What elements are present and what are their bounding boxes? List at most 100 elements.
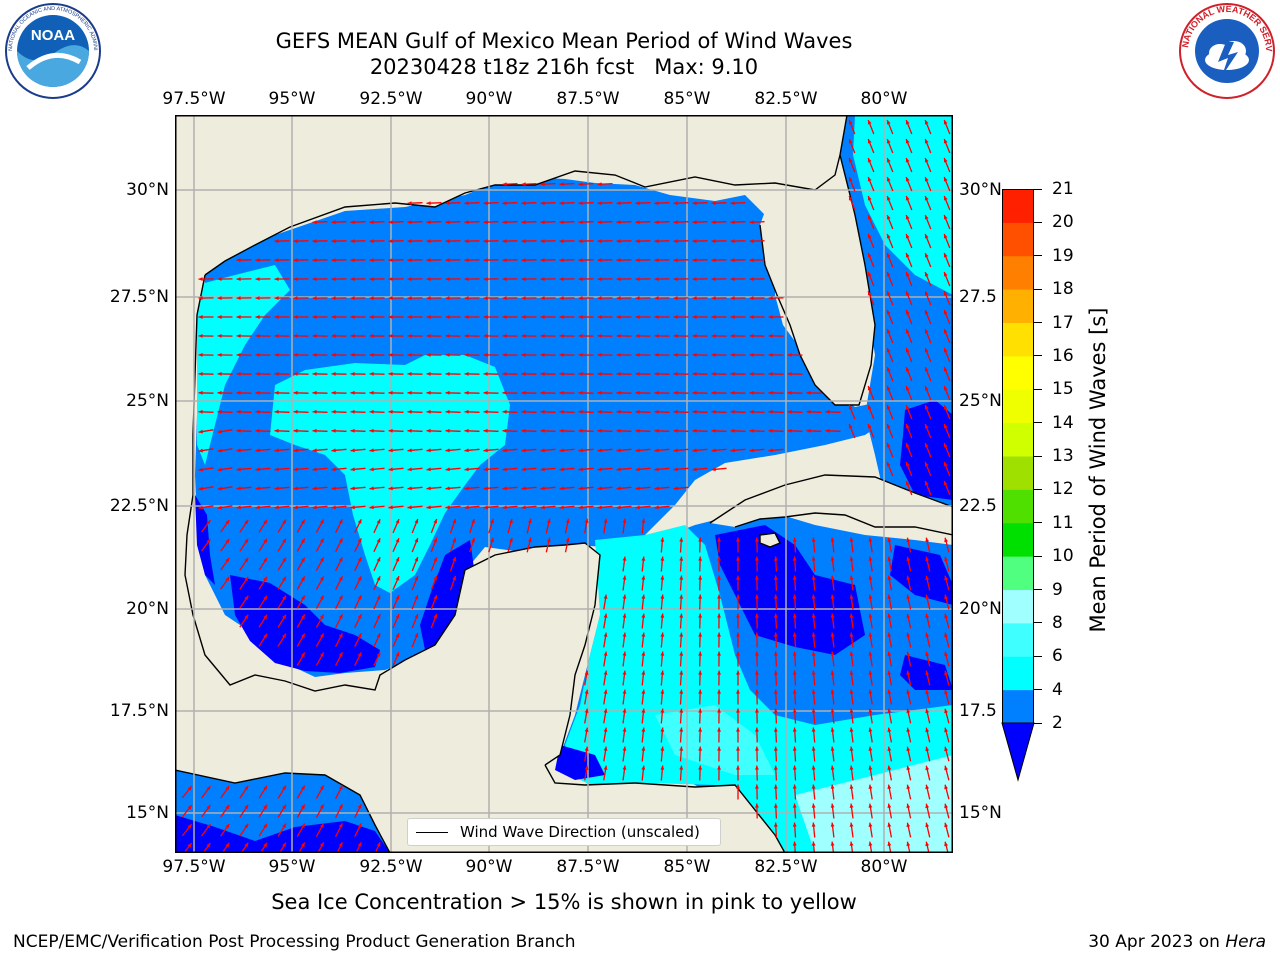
wave-arrow: [239, 519, 249, 533]
wave-arrow: [692, 390, 708, 395]
wave-arrow: [578, 353, 594, 357]
wave-arrow: [830, 841, 835, 853]
wave-arrow: [635, 239, 651, 244]
wave-arrow: [369, 409, 385, 414]
wave-arrow: [559, 505, 575, 510]
wave-arrow: [464, 390, 480, 395]
colorbar-band: [1002, 222, 1034, 257]
wave-arrow: [312, 409, 328, 414]
colorbar-tick-mark: [1034, 188, 1042, 190]
wave-arrow: [654, 486, 670, 491]
colorbar-band: [1002, 556, 1034, 591]
lon-tick-bottom: 97.5°W: [162, 857, 226, 877]
wave-arrow: [616, 334, 632, 338]
wave-arrow: [730, 390, 746, 395]
wave-arrow: [407, 239, 423, 244]
wave-arrow: [255, 334, 271, 338]
wave-arrow: [445, 315, 461, 319]
wave-arrow: [559, 201, 575, 206]
wave-arrow: [830, 803, 835, 819]
wave-arrow: [755, 784, 759, 800]
wave-arrow: [464, 296, 480, 300]
wave-arrow: [293, 315, 309, 319]
wave-arrow: [236, 467, 252, 472]
wave-arrow: [924, 328, 932, 344]
wave-arrow: [698, 651, 703, 667]
wave-arrow: [312, 390, 328, 395]
wave-arrow: [255, 409, 271, 414]
wave-arrow: [711, 428, 727, 433]
wave-arrow: [388, 448, 404, 453]
wave-arrow: [236, 390, 252, 395]
wave-arrow: [944, 822, 950, 838]
wave-arrow: [407, 277, 423, 281]
wave-arrow: [616, 296, 632, 300]
wave-arrow: [293, 334, 309, 338]
wave-arrow: [236, 277, 252, 281]
footer-credit: NCEP/EMC/Verification Post Processing Pr…: [13, 932, 576, 952]
wave-arrow: [373, 613, 381, 629]
colorbar-tick-mark: [1034, 388, 1042, 390]
wave-arrow: [521, 201, 537, 206]
wave-arrow: [312, 353, 328, 357]
wave-arrow: [603, 708, 608, 724]
wave-arrow: [335, 633, 343, 647]
wave-arrow: [293, 353, 309, 357]
wave-arrow: [559, 315, 575, 319]
wave-arrow: [849, 784, 854, 800]
wave-arrow: [521, 486, 537, 491]
colorbar-band: [1002, 689, 1034, 724]
wave-arrow: [392, 613, 400, 629]
wave-arrow: [293, 258, 309, 262]
colorbar-tick-mark: [1034, 722, 1042, 724]
wave-arrow: [449, 575, 457, 591]
legend-line-sample: [416, 831, 448, 833]
wave-arrow: [943, 480, 951, 496]
wave-arrow: [426, 277, 442, 281]
wave-arrow: [635, 315, 651, 319]
wave-arrow: [906, 784, 912, 800]
wave-arrow: [540, 353, 556, 357]
colorbar-under-extension: [1001, 722, 1035, 782]
wave-arrow: [312, 334, 328, 338]
wave-arrow: [679, 537, 684, 553]
wave-arrow: [654, 409, 670, 414]
wave-arrow: [331, 353, 347, 357]
wave-arrow: [792, 841, 797, 853]
wave-arrow: [350, 372, 366, 376]
wave-arrow: [792, 575, 797, 591]
wave-arrow: [540, 390, 556, 395]
wave-arrow: [749, 428, 765, 433]
wave-arrow: [925, 594, 931, 610]
wave-arrow: [730, 409, 746, 414]
wave-arrow: [255, 467, 271, 472]
wave-arrow: [274, 486, 290, 491]
wave-arrow: [811, 727, 816, 743]
wave-arrow: [867, 423, 875, 439]
wave-arrow: [848, 157, 856, 173]
wave-arrow: [773, 765, 778, 781]
wave-arrow: [641, 746, 646, 762]
wave-arrow: [698, 575, 703, 591]
wave-arrow: [445, 220, 461, 225]
wave-arrow: [849, 727, 854, 743]
wave-arrow: [584, 708, 589, 724]
wave-arrow: [445, 409, 461, 414]
wave-arrow: [641, 575, 646, 591]
wave-arrow: [217, 505, 233, 510]
wave-arrow: [692, 296, 708, 300]
wave-arrow: [792, 556, 797, 572]
wave-arrow: [773, 651, 778, 667]
wave-arrow: [277, 785, 287, 799]
wave-arrow: [887, 537, 893, 553]
wave-arrow: [635, 277, 651, 281]
wave-arrow: [559, 428, 575, 433]
wave-arrow: [616, 428, 632, 433]
wave-arrow: [868, 556, 873, 572]
lon-tick-top: 92.5°W: [359, 89, 423, 109]
wave-arrow: [944, 784, 950, 800]
wave-arrow: [692, 220, 708, 225]
wave-arrow: [622, 651, 627, 667]
wave-arrow: [559, 372, 575, 376]
wave-arrow: [886, 233, 894, 249]
